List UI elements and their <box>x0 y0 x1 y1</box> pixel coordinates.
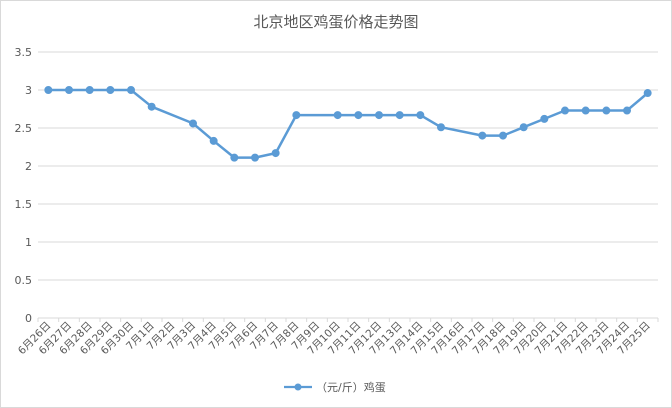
data-point <box>271 149 280 158</box>
gridlines <box>38 51 658 319</box>
data-point <box>189 119 197 128</box>
data-point <box>581 106 590 115</box>
data-point <box>643 89 652 98</box>
data-point <box>65 86 73 94</box>
data-point <box>375 111 383 120</box>
data-point <box>519 123 528 132</box>
series-line <box>47 88 649 159</box>
series-layer <box>44 86 652 162</box>
data-point <box>333 111 342 120</box>
data-point <box>561 106 569 115</box>
data-point <box>395 111 404 120</box>
data-point <box>230 153 239 162</box>
data-point <box>540 114 549 123</box>
y-tick-label: 1 <box>25 236 32 249</box>
y-tick-label: 0 <box>25 312 32 325</box>
y-axis-ticks: 0 0.5 1 1.5 2 2.5 3 3.5 <box>15 46 33 325</box>
data-point <box>416 111 425 120</box>
y-tick-label: 2 <box>25 160 32 173</box>
y-tick-label: 3.5 <box>15 46 33 59</box>
y-tick-label: 0.5 <box>15 274 33 287</box>
chart-title: 北京地区鸡蛋价格走势图 <box>253 13 418 31</box>
data-point <box>209 136 218 145</box>
legend-label: （元/斤）鸡蛋 <box>316 380 386 394</box>
data-point <box>44 86 53 94</box>
data-point <box>623 106 631 115</box>
data-point <box>354 111 363 120</box>
legend-point-marker <box>294 383 302 391</box>
data-point <box>602 106 611 115</box>
data-point <box>292 111 301 120</box>
y-tick-label: 2.5 <box>15 122 33 135</box>
data-point <box>127 86 135 94</box>
data-point <box>85 86 94 94</box>
y-tick-label: 1.5 <box>15 198 33 211</box>
data-point <box>106 86 115 94</box>
data-point <box>251 153 259 162</box>
data-point <box>499 131 507 140</box>
data-point <box>147 102 156 111</box>
legend: （元/斤）鸡蛋 <box>284 380 386 394</box>
y-tick-label: 3 <box>25 84 32 97</box>
x-axis-ticks: 6月26日6月27日6月28日6月29日6月30日7月1日7月2日7月3日7月4… <box>16 318 659 357</box>
data-point <box>437 123 445 132</box>
data-point <box>478 131 487 140</box>
